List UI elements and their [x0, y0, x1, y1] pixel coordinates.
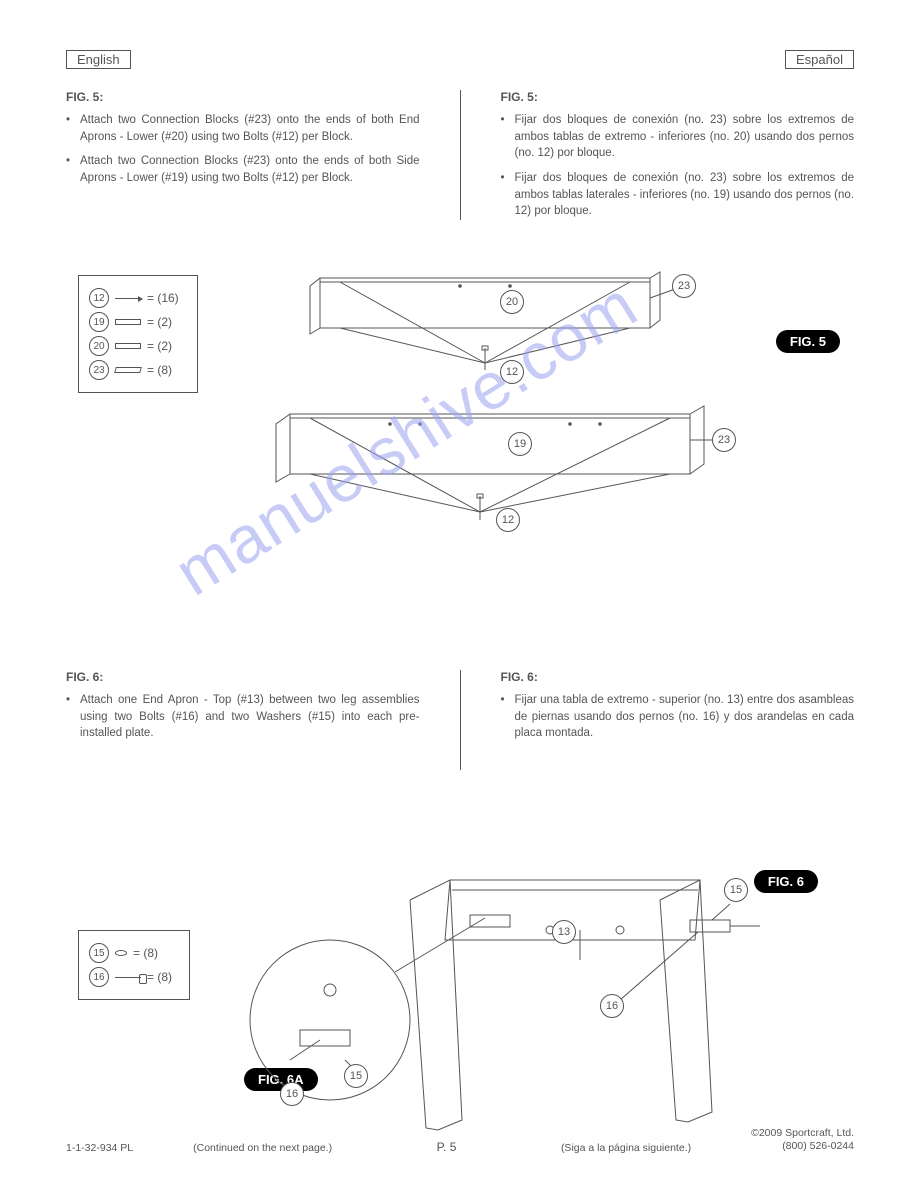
part-row: 19 = (2) — [89, 312, 187, 332]
callout-15: 15 — [344, 1064, 368, 1088]
part-num: 23 — [89, 360, 109, 380]
block-icon — [114, 367, 142, 373]
fig6-text-section: FIG. 6: Attach one End Apron - Top (#13)… — [66, 670, 854, 770]
fig6-head-en: FIG. 6: — [66, 670, 420, 684]
continued-en: (Continued on the next page.) — [193, 1142, 332, 1154]
bolt-icon — [115, 977, 141, 978]
part-row: 15 = (8) — [89, 943, 179, 963]
callout-15: 15 — [724, 878, 748, 902]
fig5-en-2: Attach two Connection Blocks (#23) onto … — [80, 153, 420, 186]
fig5-head-en: FIG. 5: — [66, 90, 420, 104]
phone: (800) 526-0244 — [751, 1140, 854, 1154]
part-qty: = (8) — [133, 946, 158, 960]
fig6-en-1: Attach one End Apron - Top (#13) between… — [80, 692, 420, 742]
callout-23: 23 — [712, 428, 736, 452]
apron-19-svg — [270, 400, 720, 530]
screw-icon — [115, 298, 141, 299]
part-qty: = (2) — [147, 339, 172, 353]
continued-es: (Siga a la página siguiente.) — [561, 1142, 691, 1154]
fig6-parts-box: 15 = (8) 16 = (8) — [78, 930, 190, 1000]
lang-espanol: Español — [785, 50, 854, 69]
callout-23: 23 — [672, 274, 696, 298]
leg-assembly-svg — [220, 860, 780, 1150]
page-number: P. 5 — [437, 1140, 457, 1154]
part-num: 15 — [89, 943, 109, 963]
fig6-col-en: FIG. 6: Attach one End Apron - Top (#13)… — [66, 670, 430, 770]
part-num: 19 — [89, 312, 109, 332]
bar-icon — [115, 343, 141, 349]
footer: 1-1-32-934 PL (Continued on the next pag… — [66, 1127, 854, 1154]
bar-icon — [115, 319, 141, 325]
apron-20-svg — [300, 268, 690, 378]
callout-16: 16 — [600, 994, 624, 1018]
callout-20: 20 — [500, 290, 524, 314]
fig6-head-es: FIG. 6: — [501, 670, 855, 684]
fig5-text-section: FIG. 5: Attach two Connection Blocks (#2… — [66, 90, 854, 228]
fig5-diagram-a: 20 23 12 — [300, 268, 690, 378]
lang-english: English — [66, 50, 131, 69]
part-row: 23 = (8) — [89, 360, 187, 380]
callout-13: 13 — [552, 920, 576, 944]
washer-icon — [115, 950, 127, 956]
fig5-es-1: Fijar dos bloques de conexión (no. 23) s… — [515, 112, 855, 162]
fig5-diagram-b: 19 23 12 — [270, 400, 720, 530]
part-qty: = (2) — [147, 315, 172, 329]
fig5-col-en: FIG. 5: Attach two Connection Blocks (#2… — [66, 90, 430, 228]
fig5-parts-box: 12 = (16) 19 = (2) 20 = (2) 23 = (8) — [78, 275, 198, 393]
watermark: manuelshive.com — [162, 186, 779, 611]
callout-12: 12 — [500, 360, 524, 384]
fig5-label: FIG. 5 — [776, 330, 840, 353]
fig6-diagram: 13 15 16 15 16 — [220, 860, 780, 1150]
copyright: ©2009 Sportcraft, Ltd. — [751, 1127, 854, 1141]
fig6-es-1: Fijar una tabla de extremo - superior (n… — [515, 692, 855, 742]
callout-12: 12 — [496, 508, 520, 532]
part-row: 20 = (2) — [89, 336, 187, 356]
part-row: 12 = (16) — [89, 288, 187, 308]
callout-19: 19 — [508, 432, 532, 456]
part-num: 16 — [89, 967, 109, 987]
part-row: 16 = (8) — [89, 967, 179, 987]
fig5-col-es: FIG. 5: Fijar dos bloques de conexión (n… — [491, 90, 855, 228]
fig5-en-1: Attach two Connection Blocks (#23) onto … — [80, 112, 420, 145]
doc-code: 1-1-32-934 PL — [66, 1142, 133, 1154]
part-qty: = (8) — [147, 363, 172, 377]
page: English Español FIG. 5: Attach two Conne… — [0, 0, 918, 1188]
part-qty: = (16) — [147, 291, 179, 305]
divider — [460, 90, 461, 220]
part-qty: = (8) — [147, 970, 172, 984]
divider — [460, 670, 461, 770]
part-num: 12 — [89, 288, 109, 308]
fig6-col-es: FIG. 6: Fijar una tabla de extremo - sup… — [491, 670, 855, 770]
fig5-es-2: Fijar dos bloques de conexión (no. 23) s… — [515, 170, 855, 220]
fig5-head-es: FIG. 5: — [501, 90, 855, 104]
part-num: 20 — [89, 336, 109, 356]
callout-16: 16 — [280, 1082, 304, 1106]
